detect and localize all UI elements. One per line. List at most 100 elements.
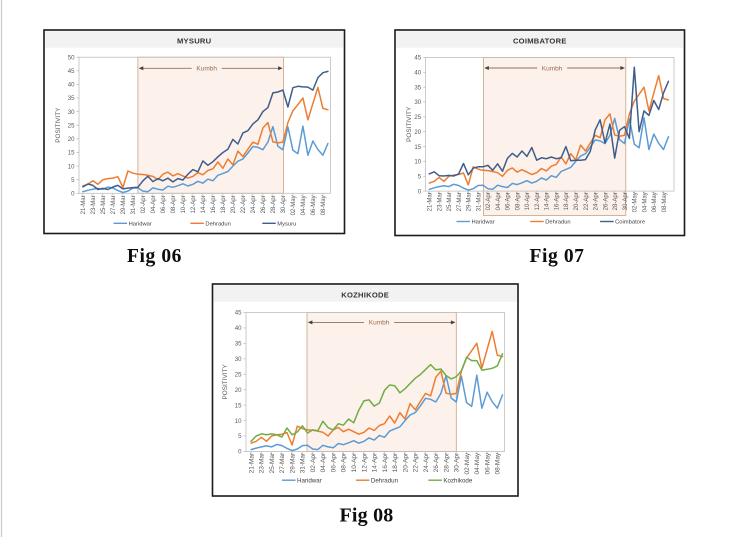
svg-text:Kozhikode: Kozhikode [443,477,472,484]
svg-text:Haridwar: Haridwar [472,220,495,226]
svg-text:12-Apr: 12-Apr [361,452,368,472]
svg-text:24-Apr: 24-Apr [423,452,430,472]
svg-text:Coimbatore: Coimbatore [615,220,645,226]
svg-text:16-Apr: 16-Apr [555,192,561,210]
svg-text:04-Apr: 04-Apr [151,195,157,213]
svg-text:Dehradun: Dehradun [545,220,570,226]
svg-text:35: 35 [68,95,75,102]
svg-text:02-May: 02-May [464,452,471,474]
svg-text:18-Apr: 18-Apr [221,195,227,213]
svg-text:Dehradun: Dehradun [205,222,230,228]
svg-text:06-May: 06-May [311,195,317,215]
svg-text:30: 30 [414,99,421,106]
svg-text:45: 45 [68,68,75,75]
svg-text:02-Apr: 02-Apr [486,192,492,210]
svg-text:COIMBATORE: COIMBATORE [513,37,567,46]
svg-text:04-Apr: 04-Apr [496,192,502,210]
svg-text:14-Apr: 14-Apr [201,195,207,213]
svg-text:15: 15 [235,402,242,409]
svg-text:22-Apr: 22-Apr [584,192,590,210]
svg-text:23-Mar: 23-Mar [259,452,266,473]
svg-text:04-Apr: 04-Apr [320,452,327,472]
svg-text:21-Mar: 21-Mar [248,452,255,473]
svg-text:5: 5 [418,174,422,181]
svg-text:06-May: 06-May [652,192,658,212]
svg-text:08-Apr: 08-Apr [515,192,521,210]
svg-text:26-Apr: 26-Apr [603,192,609,210]
svg-text:28-Apr: 28-Apr [443,452,450,472]
svg-text:40: 40 [414,70,421,77]
svg-text:04-May: 04-May [642,192,648,212]
svg-text:29-Mar: 29-Mar [121,195,127,214]
svg-text:POSITIVITY: POSITIVITY [55,107,62,143]
svg-text:10-Apr: 10-Apr [181,195,187,213]
svg-text:10-Apr: 10-Apr [525,192,531,210]
svg-text:10: 10 [235,418,242,425]
svg-text:23-Mar: 23-Mar [91,195,97,214]
svg-text:Fig 06: Fig 06 [127,246,182,267]
svg-text:20-Apr: 20-Apr [231,195,237,213]
svg-text:25-Mar: 25-Mar [101,195,107,214]
svg-text:25: 25 [235,371,242,378]
svg-text:28-Apr: 28-Apr [271,195,277,213]
svg-text:10: 10 [414,159,421,166]
svg-text:20: 20 [235,387,242,394]
svg-text:02-May: 02-May [633,192,639,212]
svg-text:04-May: 04-May [301,195,307,215]
svg-text:20: 20 [414,129,421,136]
svg-text:30-Apr: 30-Apr [623,192,629,210]
svg-text:15: 15 [414,144,421,151]
svg-text:Dehradun: Dehradun [371,477,399,484]
svg-text:40: 40 [235,325,242,332]
svg-text:35: 35 [235,341,242,348]
svg-text:04-May: 04-May [474,452,481,474]
svg-text:27-Mar: 27-Mar [457,192,463,211]
svg-text:24-Apr: 24-Apr [594,192,600,210]
svg-text:Kumbh: Kumbh [196,66,217,73]
svg-text:30: 30 [235,356,242,363]
svg-text:29-Mar: 29-Mar [289,452,296,473]
svg-text:29-Mar: 29-Mar [467,192,473,211]
svg-text:31-Mar: 31-Mar [300,452,307,473]
svg-text:45: 45 [235,310,242,317]
svg-text:Haridwar: Haridwar [297,477,322,484]
svg-text:08-May: 08-May [495,452,502,474]
svg-text:26-Apr: 26-Apr [433,452,440,472]
svg-text:02-May: 02-May [291,195,297,215]
svg-text:MYSURU: MYSURU [177,37,212,46]
svg-text:21-Mar: 21-Mar [81,195,87,214]
svg-text:06-Apr: 06-Apr [161,195,167,213]
svg-text:30-Apr: 30-Apr [281,195,287,213]
svg-text:POSITIVITY: POSITIVITY [406,106,413,142]
svg-text:35: 35 [414,84,421,91]
svg-text:50: 50 [68,54,75,61]
svg-text:25-Mar: 25-Mar [269,452,276,473]
svg-text:0: 0 [71,191,75,198]
svg-text:26-Apr: 26-Apr [261,195,267,213]
svg-text:Kumbh: Kumbh [369,320,390,327]
svg-text:18-Apr: 18-Apr [564,192,570,210]
svg-text:06-May: 06-May [484,452,491,474]
svg-text:12-Apr: 12-Apr [535,192,541,210]
svg-text:08-May: 08-May [662,192,668,212]
svg-text:20: 20 [68,136,75,143]
svg-text:28-Apr: 28-Apr [613,192,619,210]
svg-text:16-Apr: 16-Apr [211,195,217,213]
svg-text:15: 15 [68,150,75,157]
svg-text:25: 25 [68,123,75,130]
svg-text:06-Apr: 06-Apr [331,452,338,472]
svg-text:21-Mar: 21-Mar [428,192,434,211]
svg-text:14-Apr: 14-Apr [545,192,551,210]
svg-text:23-Mar: 23-Mar [437,192,443,211]
svg-text:20-Apr: 20-Apr [574,192,580,210]
svg-text:20-Apr: 20-Apr [402,452,409,472]
svg-text:12-Apr: 12-Apr [191,195,197,213]
svg-text:POSITIVITY: POSITIVITY [222,364,229,400]
svg-text:31-Mar: 31-Mar [476,192,482,211]
svg-text:0: 0 [238,449,242,456]
svg-text:40: 40 [68,82,75,89]
svg-text:06-Apr: 06-Apr [506,192,512,210]
svg-text:30-Apr: 30-Apr [454,452,461,472]
svg-text:45: 45 [414,55,421,62]
svg-text:KOZHIKODE: KOZHIKODE [341,291,389,300]
